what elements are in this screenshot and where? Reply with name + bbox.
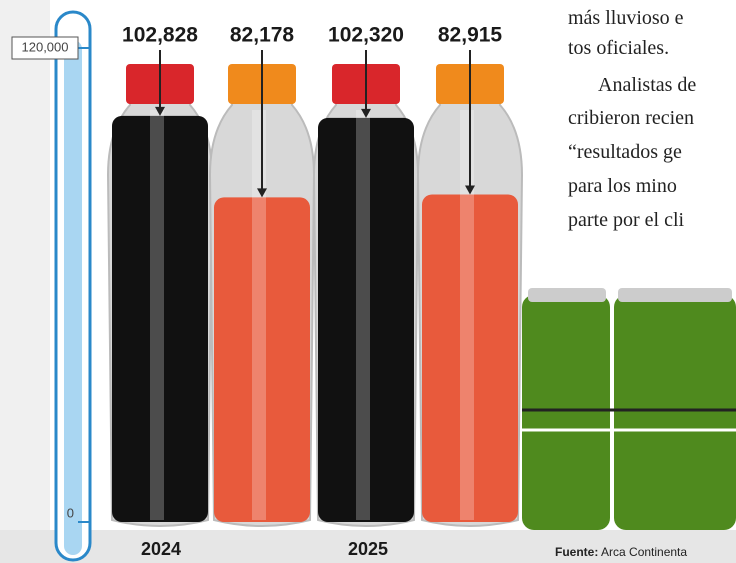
value-label: 102,320: [328, 24, 404, 47]
bar: [318, 117, 414, 522]
bottle: [106, 64, 214, 527]
jar-lid: [528, 288, 606, 302]
arrow-head: [155, 106, 165, 116]
value-label: 82,178: [230, 24, 295, 47]
bottle: [312, 64, 420, 527]
value-label: 82,915: [438, 24, 503, 47]
bar: [112, 115, 208, 522]
tick-label-box: [11, 36, 79, 60]
side-texture: [0, 0, 50, 563]
thermometer: [54, 10, 92, 562]
jar-lid: [618, 288, 732, 302]
y-tick-label: 120,000: [22, 39, 69, 54]
x-tick-label: 2024: [141, 539, 181, 559]
bar: [214, 197, 310, 522]
bottle-shine: [460, 110, 474, 520]
arrow-head: [465, 185, 475, 195]
y-tick-label: 0: [67, 505, 74, 520]
article-line: cribieron recien: [568, 107, 694, 129]
article-line: “resultados ge: [568, 141, 682, 163]
article-line: parte por el cli: [568, 209, 684, 231]
article-line: Analistas de: [598, 74, 696, 96]
bottle: [416, 64, 524, 527]
arrow-head: [257, 188, 267, 198]
bottle-shine: [150, 110, 164, 520]
green-jars: [522, 288, 736, 530]
source-label: Fuente:: [555, 545, 598, 559]
bottle-shine: [356, 110, 370, 520]
source: Fuente: Arca Continenta: [555, 545, 687, 559]
bottle-shine: [252, 110, 266, 520]
jar: [522, 295, 610, 530]
value-label: 102,828: [122, 24, 198, 47]
article-line: más lluvioso e: [568, 7, 684, 29]
article-line: tos oficiales.: [568, 37, 669, 59]
article-line: para los mino: [568, 175, 677, 197]
arrow-head: [361, 108, 371, 118]
source-text: Arca Continenta: [601, 545, 687, 559]
x-tick-label: 2025: [348, 539, 388, 559]
bottle: [208, 64, 316, 527]
bar: [422, 194, 518, 522]
jar: [614, 295, 736, 530]
thermometer-fill: [64, 40, 82, 555]
floor: [0, 530, 736, 563]
